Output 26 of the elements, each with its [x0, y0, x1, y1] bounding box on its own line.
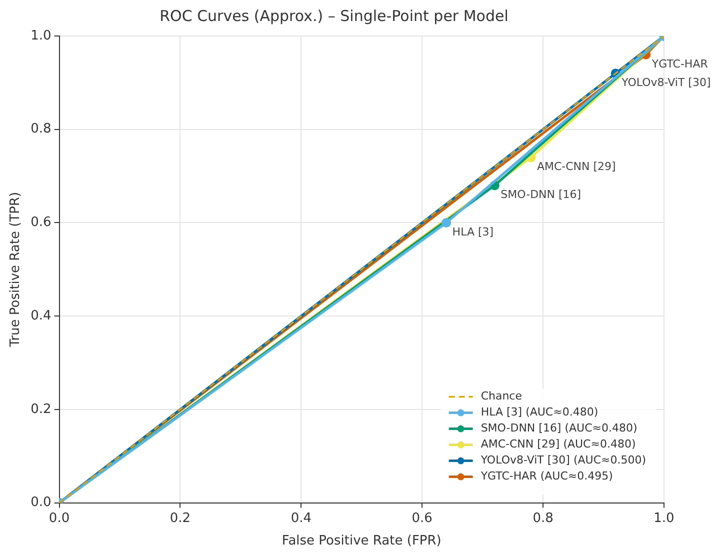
legend-label: SMO-DNN [16] (AUC≈0.480) [480, 422, 638, 435]
x-tick-label: 1.0 [654, 510, 674, 526]
x-tick-label: 0.8 [532, 510, 554, 526]
y-tick-label: 0.2 [30, 402, 52, 417]
y-tick-label: 0.6 [30, 215, 52, 230]
annotation: HLA [3] [452, 226, 494, 239]
y-tick-label: 0.8 [30, 122, 52, 137]
legend-label: Chance [480, 390, 522, 403]
x-tick-label: 0.2 [170, 510, 191, 526]
x-tick-label: 0.0 [48, 510, 70, 526]
legend-label: YOLOv8-ViT [30] (AUC≈0.500) [480, 454, 646, 467]
annotation: SMO-DNN [16] [500, 188, 582, 202]
y-axis-title: True Positive Rate (TPR) [8, 192, 24, 348]
legend-label: AMC-CNN [29] (AUC≈0.480) [480, 438, 636, 451]
annotation: YGTC-HAR [650, 58, 708, 71]
x-axis-title: False Positive Rate (FPR) [282, 534, 442, 549]
annotation: AMC-CNN [29] [536, 160, 616, 174]
y-tick-label: 1.0 [30, 28, 52, 44]
legend-label: HLA [3] (AUC≈0.480) [480, 406, 598, 419]
y-tick-label: 0.4 [30, 308, 52, 324]
x-tick-label: 0.4 [290, 510, 312, 526]
annotation: YOLOv8-ViT [30] [620, 76, 711, 90]
y-tick-label: 0.0 [30, 495, 52, 510]
legend-label: YGTC-HAR (AUC≈0.495) [480, 470, 613, 483]
chart-title: ROC Curves (Approx.) – Single-Point per Model [160, 6, 508, 25]
x-tick-label: 0.6 [412, 510, 432, 526]
